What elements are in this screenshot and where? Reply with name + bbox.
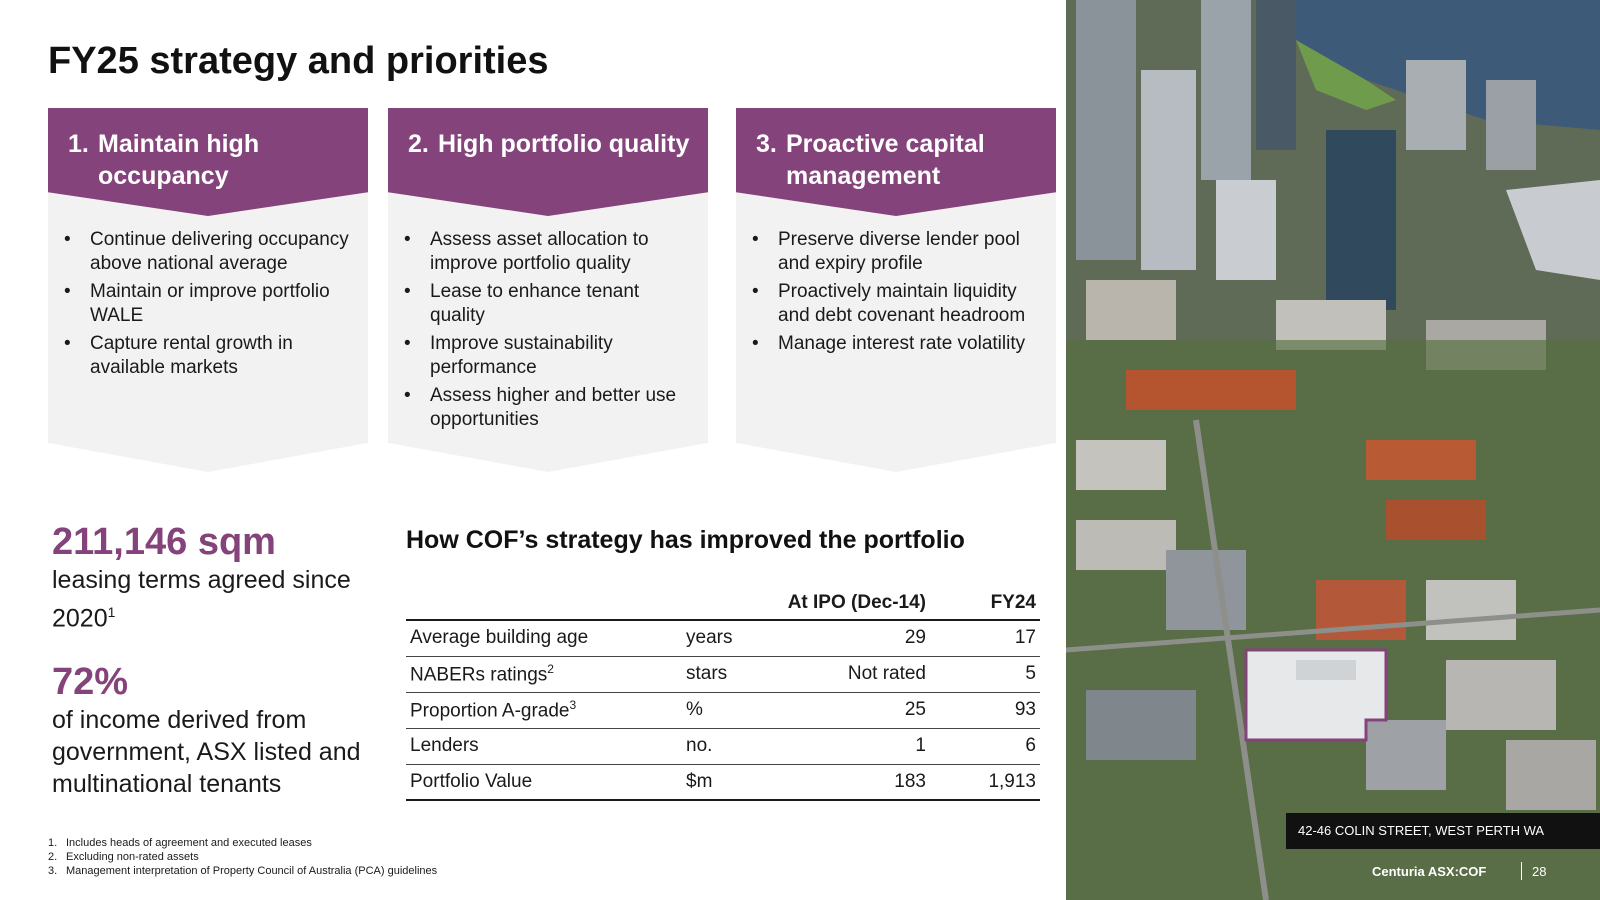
list-item: Maintain or improve portfolio WALE bbox=[62, 280, 356, 328]
list-item: Assess higher and better use opportuniti… bbox=[402, 384, 696, 432]
fy24-value-cell: 17 bbox=[930, 620, 1040, 657]
priority-card-portfolio-quality: 2. High portfolio quality Assess asset a… bbox=[388, 108, 708, 472]
priority-card-occupancy: 1. Maintain high occupancy Continue deli… bbox=[48, 108, 368, 472]
card-number: 1. bbox=[68, 130, 89, 158]
footnote: 1. Includes heads of agreement and execut… bbox=[48, 836, 437, 850]
metric-cell: Proportion A-grade3 bbox=[406, 692, 682, 729]
aerial-city-photo bbox=[1066, 0, 1600, 900]
fy24-value-cell: 5 bbox=[930, 656, 1040, 693]
fy24-value-cell: 1,913 bbox=[930, 764, 1040, 801]
footnote-number: 2. bbox=[48, 851, 58, 863]
metric-label: Proportion A-grade bbox=[410, 700, 570, 722]
stat-value: 72% bbox=[52, 661, 129, 703]
metric-label: Lenders bbox=[410, 735, 479, 756]
metric-label: Average building age bbox=[410, 627, 589, 649]
card-bullet-list: Assess asset allocation to improve portf… bbox=[402, 228, 696, 436]
card-header: 1. Maintain high occupancy bbox=[48, 108, 368, 216]
footnote-text: Excluding non-rated assets bbox=[66, 851, 199, 863]
card-header: 2. High portfolio quality bbox=[388, 108, 708, 216]
list-item: Manage interest rate volatility bbox=[750, 332, 1044, 356]
slide-title: FY25 strategy and priorities bbox=[48, 40, 549, 82]
card-header: 3. Proactive capital management bbox=[736, 108, 1056, 216]
ipo-value-cell: 25 bbox=[782, 692, 930, 729]
footnote: 2. Excluding non-rated assets bbox=[48, 850, 437, 864]
aerial-city-illustration bbox=[1066, 0, 1600, 900]
portfolio-improvement-table: At IPO (Dec-14) FY24 Average building ag… bbox=[406, 586, 1040, 801]
fy24-value-cell: 93 bbox=[930, 692, 1040, 729]
table-row: NABERs ratings2 stars Not rated 5 bbox=[406, 656, 1040, 693]
footnote: 3. Management interpretation of Property … bbox=[48, 864, 437, 878]
fy24-value-cell: 6 bbox=[930, 728, 1040, 765]
unit-cell: $m bbox=[682, 764, 782, 801]
card-bullet-list: Continue delivering occupancy above nati… bbox=[62, 228, 356, 384]
column-header-metric bbox=[406, 586, 682, 621]
list-item: Proactively maintain liquidity and debt … bbox=[750, 280, 1044, 328]
card-heading: Proactive capital management bbox=[786, 130, 985, 190]
column-header-unit bbox=[682, 586, 782, 621]
metric-cell: NABERs ratings2 bbox=[406, 656, 682, 693]
brand-label: Centuria ASX:COF bbox=[1372, 864, 1487, 879]
table-row: Portfolio Value $m 183 1,913 bbox=[406, 764, 1040, 801]
footnote-number: 1. bbox=[48, 837, 58, 849]
table-row: Proportion A-grade3 % 25 93 bbox=[406, 692, 1040, 729]
footnote-text: Includes heads of agreement and executed… bbox=[66, 837, 312, 849]
footnotes: 1. Includes heads of agreement and execut… bbox=[48, 836, 437, 878]
footnote-ref: 3 bbox=[569, 697, 577, 712]
footnote-number: 3. bbox=[48, 865, 58, 877]
footnote-ref: 2 bbox=[547, 661, 554, 676]
card-bullet-list: Preserve diverse lender pool and expiry … bbox=[750, 228, 1044, 360]
stat-leasing: 211,146 sqm leasing terms agreed since 2… bbox=[52, 520, 372, 634]
list-item: Lease to enhance tenant quality bbox=[402, 280, 696, 328]
list-item: Improve sustainability performance bbox=[402, 332, 696, 380]
footnote-ref: 1 bbox=[107, 604, 116, 620]
list-item: Assess asset allocation to improve portf… bbox=[402, 228, 696, 276]
list-item: Capture rental growth in available marke… bbox=[62, 332, 356, 380]
stat-description-text: leasing terms agreed since 2020 bbox=[52, 566, 351, 633]
page-number: 28 bbox=[1532, 864, 1547, 879]
unit-cell: years bbox=[682, 620, 782, 657]
stat-description: leasing terms agreed since 20201 bbox=[52, 564, 372, 634]
table-header-row: At IPO (Dec-14) FY24 bbox=[406, 586, 1040, 621]
card-number: 3. bbox=[756, 130, 777, 158]
unit-cell: no. bbox=[682, 728, 782, 765]
stat-value: 211,146 sqm bbox=[52, 521, 276, 563]
card-heading: Maintain high occupancy bbox=[98, 130, 260, 190]
ipo-value-cell: 183 bbox=[782, 764, 930, 801]
unit-cell: stars bbox=[682, 656, 782, 693]
column-header-fy24: FY24 bbox=[930, 586, 1040, 621]
table-title: How COF’s strategy has improved the port… bbox=[406, 526, 965, 554]
footer-divider bbox=[1521, 862, 1522, 880]
card-number: 2. bbox=[408, 130, 429, 158]
ipo-value-cell: 1 bbox=[782, 728, 930, 765]
metric-label: NABERs ratings bbox=[410, 664, 548, 686]
priority-card-capital-management: 3. Proactive capital management Preserve… bbox=[736, 108, 1056, 472]
stat-income: 72% of income derived from government, A… bbox=[52, 660, 372, 800]
list-item: Continue delivering occupancy above nati… bbox=[62, 228, 356, 276]
metric-label: Portfolio Value bbox=[410, 770, 533, 792]
ipo-value-cell: Not rated bbox=[782, 656, 930, 693]
metric-cell: Lenders bbox=[406, 728, 682, 765]
table-row: Average building age years 29 17 bbox=[406, 620, 1040, 657]
column-header-ipo: At IPO (Dec-14) bbox=[782, 586, 930, 621]
photo-caption: 42-46 COLIN STREET, WEST PERTH WA bbox=[1286, 813, 1600, 849]
card-heading: High portfolio quality bbox=[438, 130, 690, 158]
metric-cell: Average building age bbox=[406, 620, 682, 657]
table-row: Lenders no. 1 6 bbox=[406, 728, 1040, 765]
footnote-text: Management interpretation of Property Co… bbox=[66, 865, 438, 877]
metric-cell: Portfolio Value bbox=[406, 764, 682, 801]
stat-description: of income derived from government, ASX l… bbox=[52, 706, 361, 798]
ipo-value-cell: 29 bbox=[782, 620, 930, 657]
list-item: Preserve diverse lender pool and expiry … bbox=[750, 228, 1044, 276]
unit-cell: % bbox=[682, 692, 782, 729]
